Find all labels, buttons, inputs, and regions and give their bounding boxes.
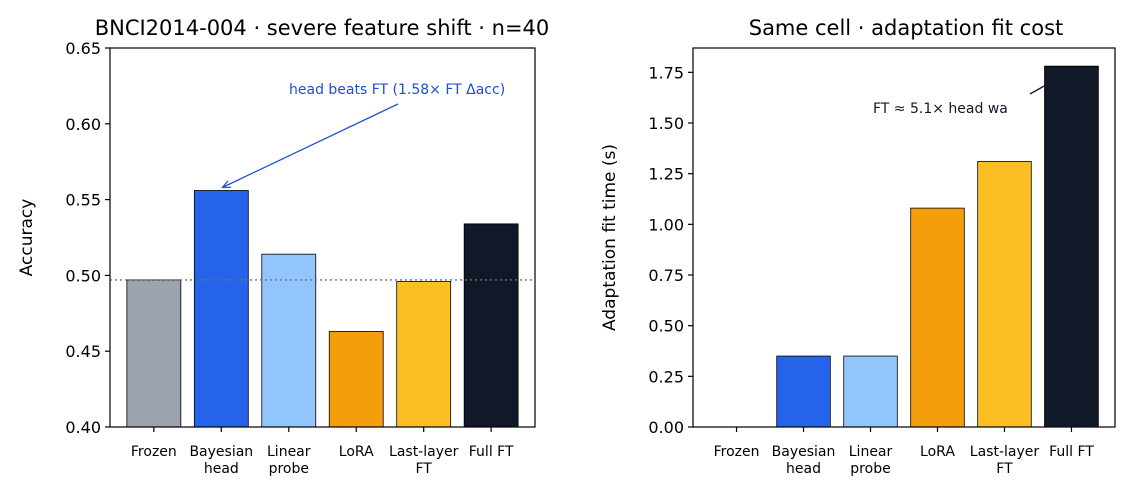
right-chart-xtick-label-5: Full FT xyxy=(1049,444,1094,460)
right-chart-ytick-label-5: 1.25 xyxy=(648,165,684,184)
right-chart-bar-4 xyxy=(977,161,1032,428)
left-chart-annotation-text: head beats FT (1.58× FT Δacc) xyxy=(289,82,505,98)
left-chart-title: BNCI2014-004 · severe feature shift · n=… xyxy=(95,16,550,40)
right-chart-title: Same cell · adaptation fit cost xyxy=(749,16,1064,40)
right-chart-bar-3 xyxy=(910,207,965,428)
right-chart-ytick-label-6: 1.50 xyxy=(648,114,684,133)
left-chart-ytick-label-4: 0.60 xyxy=(65,115,101,134)
right-chart-ytick-label-7: 1.75 xyxy=(648,63,684,82)
left-chart-bar-5 xyxy=(463,223,519,428)
right-chart-bar-1 xyxy=(776,355,831,428)
left-chart-frame xyxy=(109,47,536,428)
left-chart-bar-3 xyxy=(328,331,384,428)
left-chart-ylabel: Accuracy xyxy=(17,199,37,277)
left-chart-xtick-label-4: Last-layer FT xyxy=(389,444,459,477)
right-chart-ytick-label-1: 0.25 xyxy=(648,367,684,386)
left-chart: BNCI2014-004 · severe feature shift · n=… xyxy=(17,16,549,477)
left-chart-bar-0 xyxy=(126,279,182,428)
right-chart-xtick-label-2: Linear probe xyxy=(849,444,893,477)
right-chart-ytick-label-2: 0.50 xyxy=(648,317,684,336)
right-chart-xtick-label-3: LoRA xyxy=(920,444,955,460)
left-chart-ytick-label-0: 0.40 xyxy=(65,418,101,437)
left-chart-ytick-label-2: 0.50 xyxy=(65,266,101,285)
right-chart-ytick-label-4: 1.00 xyxy=(648,215,684,234)
right-chart-xtick-label-1: Bayesian head xyxy=(772,444,836,477)
right-chart: Same cell · adaptation fit cost Adaptatio… xyxy=(600,16,1116,477)
left-chart-bar-1 xyxy=(193,190,249,428)
left-chart-bar-2 xyxy=(261,253,317,428)
right-chart-bar-2 xyxy=(843,355,898,428)
left-chart-bar-4 xyxy=(396,281,452,428)
left-chart-xtick-label-1: Bayesian head xyxy=(189,444,253,477)
right-chart-ytick-label-3: 0.75 xyxy=(648,266,684,285)
left-chart-xtick-label-5: Full FT xyxy=(469,444,514,460)
right-chart-annotation-text: FT ≈ 5.1× head wa xyxy=(873,101,1008,117)
left-chart-xtick-label-3: LoRA xyxy=(339,444,374,460)
left-chart-ytick-label-1: 0.45 xyxy=(65,342,101,361)
right-chart-xtick-label-0: Frozen xyxy=(714,444,760,460)
right-chart-ylabel: Adaptation fit time (s) xyxy=(600,144,620,331)
right-chart-frame xyxy=(692,47,1116,428)
left-chart-annotation-arrow xyxy=(222,103,399,188)
right-chart-ytick-label-0: 0.00 xyxy=(648,418,684,437)
right-chart-bar-5-overlay xyxy=(1044,65,1099,428)
left-chart-xtick-label-2: Linear probe xyxy=(267,444,311,477)
left-chart-ytick-label-3: 0.55 xyxy=(65,191,101,210)
right-chart-xtick-label-4: Last-layer FT xyxy=(970,444,1040,477)
left-chart-ytick-label-5: 0.65 xyxy=(65,39,101,58)
left-chart-xtick-label-0: Frozen xyxy=(131,444,177,460)
